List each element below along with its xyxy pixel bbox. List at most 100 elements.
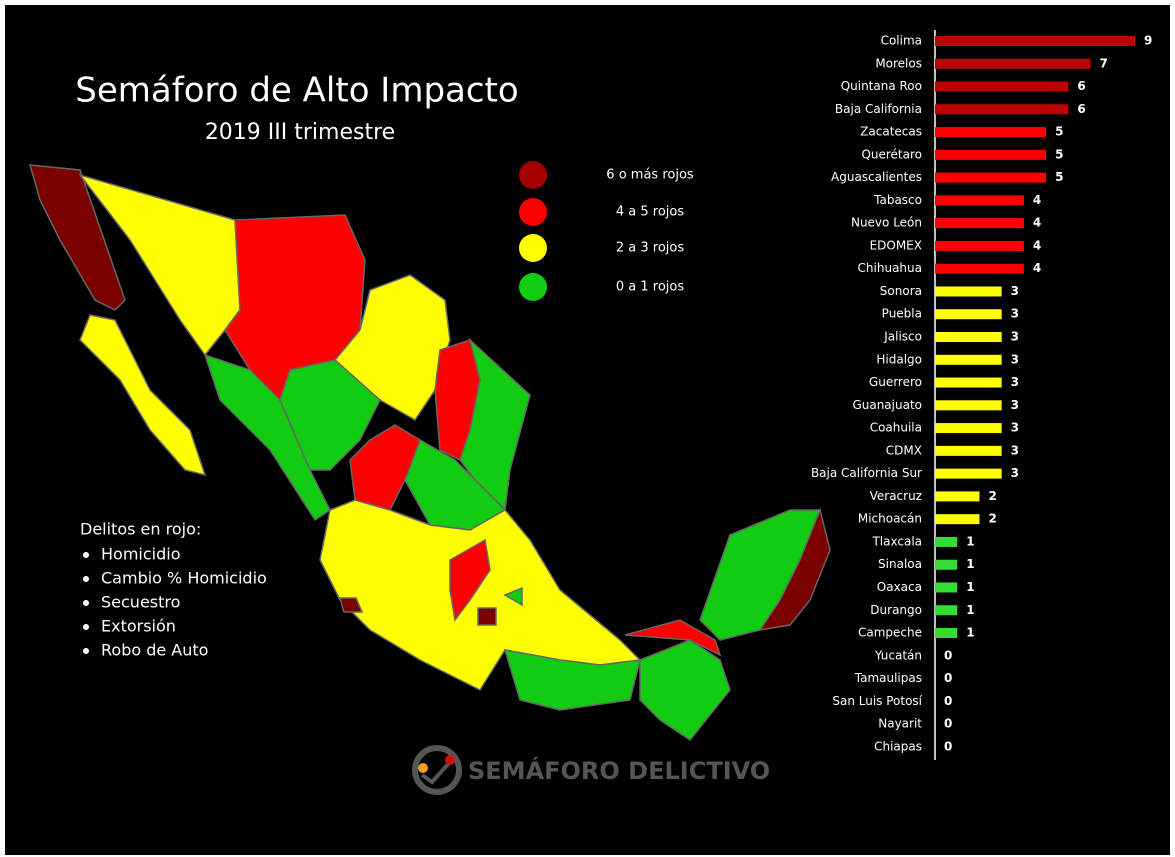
legend-label: 4 a 5 rojos bbox=[616, 205, 684, 220]
bar bbox=[935, 400, 1002, 411]
title: Semáforo de Alto Impacto bbox=[75, 71, 518, 111]
legend-swatch bbox=[519, 198, 547, 226]
category-label: Tamaulipas bbox=[854, 671, 922, 685]
category-label: Morelos bbox=[875, 56, 922, 70]
bar bbox=[935, 514, 980, 525]
value-label: 3 bbox=[1011, 398, 1019, 412]
bar bbox=[935, 127, 1047, 138]
category-label: Durango bbox=[870, 603, 922, 617]
category-label: Quintana Roo bbox=[841, 79, 922, 93]
value-label: 7 bbox=[1100, 56, 1108, 70]
category-label: Sonora bbox=[880, 284, 922, 298]
category-label: Guerrero bbox=[869, 375, 922, 389]
category-label: Aguascalientes bbox=[831, 170, 922, 184]
value-label: 4 bbox=[1033, 238, 1041, 252]
bar bbox=[935, 377, 1002, 388]
value-label: 4 bbox=[1033, 193, 1041, 207]
subtitle: 2019 III trimestre bbox=[205, 120, 395, 145]
bar bbox=[935, 423, 1002, 434]
value-label: 3 bbox=[1011, 284, 1019, 298]
category-label: Nayarit bbox=[878, 717, 922, 731]
legend-swatch bbox=[519, 161, 547, 189]
notes-heading: Delitos en rojo: bbox=[80, 520, 201, 539]
legend-label: 6 o más rojos bbox=[606, 168, 694, 183]
bar bbox=[935, 536, 958, 547]
bar bbox=[935, 445, 1002, 456]
value-label: 4 bbox=[1033, 216, 1041, 230]
bullet bbox=[83, 576, 89, 582]
bar bbox=[935, 36, 1135, 46]
category-label: Colima bbox=[881, 34, 922, 48]
value-label: 1 bbox=[966, 580, 974, 594]
value-label: 5 bbox=[1055, 170, 1063, 184]
category-label: Nuevo León bbox=[851, 216, 922, 230]
bar bbox=[935, 605, 958, 616]
value-label: 4 bbox=[1033, 261, 1041, 275]
category-label: Zacatecas bbox=[860, 125, 922, 139]
bar bbox=[935, 240, 1024, 251]
category-label: Tlaxcala bbox=[871, 534, 922, 548]
bullet bbox=[83, 648, 89, 654]
bar bbox=[935, 468, 1002, 479]
value-label: 6 bbox=[1077, 79, 1085, 93]
value-label: 1 bbox=[966, 626, 974, 640]
legend-swatch bbox=[519, 234, 547, 262]
category-label: Michoacán bbox=[858, 512, 922, 526]
note-item: Secuestro bbox=[101, 593, 180, 612]
category-label: Baja California bbox=[835, 102, 922, 116]
value-label: 1 bbox=[966, 534, 974, 548]
value-label: 3 bbox=[1011, 421, 1019, 435]
category-label: Chihuahua bbox=[858, 261, 922, 275]
value-label: 2 bbox=[988, 512, 996, 526]
value-label: 5 bbox=[1055, 147, 1063, 161]
value-label: 0 bbox=[944, 648, 952, 662]
bar bbox=[935, 559, 958, 570]
category-label: San Luis Potosí bbox=[832, 694, 922, 708]
bar bbox=[935, 491, 980, 502]
legend-swatch bbox=[519, 273, 547, 301]
value-label: 3 bbox=[1011, 352, 1019, 366]
category-label: Hidalgo bbox=[876, 352, 922, 366]
bar bbox=[935, 172, 1047, 183]
bullet bbox=[83, 624, 89, 630]
category-label: Jalisco bbox=[883, 330, 922, 344]
note-item: Homicidio bbox=[101, 545, 180, 564]
bar bbox=[935, 81, 1069, 92]
category-label: CDMX bbox=[886, 443, 922, 457]
note-item: Extorsión bbox=[101, 617, 176, 636]
legend-label: 0 a 1 rojos bbox=[616, 280, 684, 295]
bar bbox=[935, 354, 1002, 365]
map bbox=[28, 164, 831, 742]
logo: SEMÁFORO DELICTIVO bbox=[412, 745, 770, 795]
bar bbox=[935, 195, 1024, 206]
value-label: 3 bbox=[1011, 307, 1019, 321]
bar bbox=[935, 582, 958, 593]
category-label: Oaxaca bbox=[877, 580, 922, 594]
category-label: Sinaloa bbox=[878, 557, 922, 571]
category-label: Veracruz bbox=[870, 489, 922, 503]
bullet bbox=[83, 552, 89, 558]
note-item: Cambio % Homicidio bbox=[101, 569, 267, 588]
bar bbox=[935, 149, 1047, 160]
value-label: 3 bbox=[1011, 443, 1019, 457]
category-label: Yucatán bbox=[874, 648, 922, 662]
value-label: 0 bbox=[944, 739, 952, 753]
bullet bbox=[83, 600, 89, 606]
category-label: Guanajuato bbox=[852, 398, 922, 412]
category-label: Puebla bbox=[882, 307, 922, 321]
bar bbox=[935, 263, 1024, 274]
value-label: 3 bbox=[1011, 375, 1019, 389]
bar bbox=[935, 58, 1091, 69]
legend: 6 o más rojos 4 a 5 rojos 2 a 3 rojos 0 a 1… bbox=[519, 161, 694, 301]
bar bbox=[935, 218, 1024, 229]
category-label: Tabasco bbox=[873, 193, 922, 207]
category-label: Baja California Sur bbox=[811, 466, 922, 480]
value-label: 5 bbox=[1055, 125, 1063, 139]
note-item: Robo de Auto bbox=[101, 641, 208, 660]
value-label: 1 bbox=[966, 603, 974, 617]
value-label: 9 bbox=[1144, 34, 1152, 48]
legend-label: 2 a 3 rojos bbox=[616, 241, 684, 256]
value-label: 1 bbox=[966, 557, 974, 571]
value-label: 0 bbox=[944, 694, 952, 708]
category-label: Coahuila bbox=[870, 421, 922, 435]
